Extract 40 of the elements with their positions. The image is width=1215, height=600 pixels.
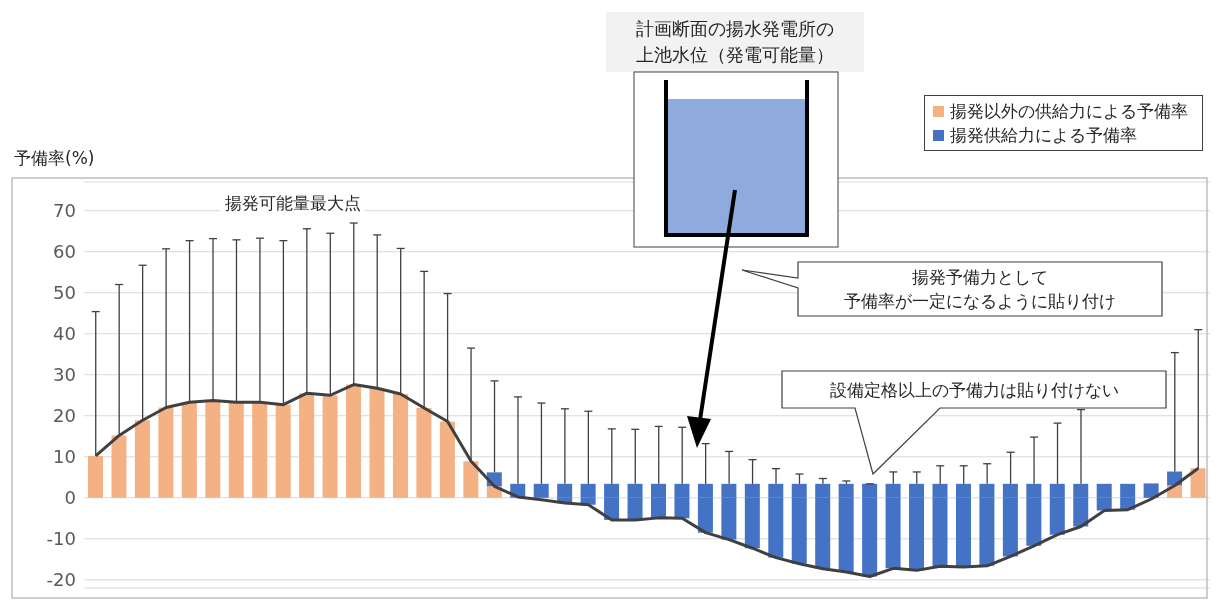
y-tick-label: 10 <box>53 446 76 468</box>
bar <box>346 384 362 498</box>
y-tick-label: 50 <box>53 282 76 304</box>
bar <box>134 420 150 498</box>
bar <box>369 388 385 498</box>
bar <box>416 407 432 498</box>
bar <box>1143 483 1159 498</box>
annotation: 予備率が一定になるように貼り付け <box>844 291 1116 311</box>
bar <box>463 461 479 498</box>
text: 上池水位（発電可能量） <box>636 44 834 65</box>
y-axis-title: 予備率(%) <box>14 148 95 168</box>
bar <box>299 393 315 498</box>
text: 計画断面の揚水発電所の <box>636 18 834 39</box>
bar <box>439 421 455 498</box>
bar <box>557 483 573 498</box>
annotation: 設備定格以上の予備力は貼り付けない <box>829 380 1119 400</box>
bar <box>158 407 174 498</box>
bar <box>181 402 197 498</box>
y-tick-label: 40 <box>53 323 76 345</box>
bar <box>228 402 244 498</box>
bar <box>111 435 127 498</box>
y-tick-label: 70 <box>53 200 76 222</box>
legend-label: 揚発供給力による予備率 <box>950 124 1137 147</box>
bar <box>252 402 268 498</box>
y-tick-label: 20 <box>53 405 76 427</box>
bar <box>88 455 103 498</box>
annotation: 揚発可能量最大点 <box>225 193 361 213</box>
y-tick-label: 0 <box>64 487 76 509</box>
y-tick-label: 60 <box>53 241 76 263</box>
legend-label: 揚発以外の供給力による予備率 <box>950 100 1188 123</box>
y-tick-label: 30 <box>53 364 76 386</box>
bar <box>322 395 338 498</box>
bar <box>275 404 291 498</box>
bar <box>392 394 408 498</box>
bar <box>205 400 221 498</box>
bar <box>1190 468 1206 498</box>
y-tick-label: -20 <box>46 569 76 591</box>
y-tick-label: -10 <box>46 528 76 550</box>
bar <box>533 483 549 498</box>
annotation: 揚発予備力として <box>912 267 1048 287</box>
